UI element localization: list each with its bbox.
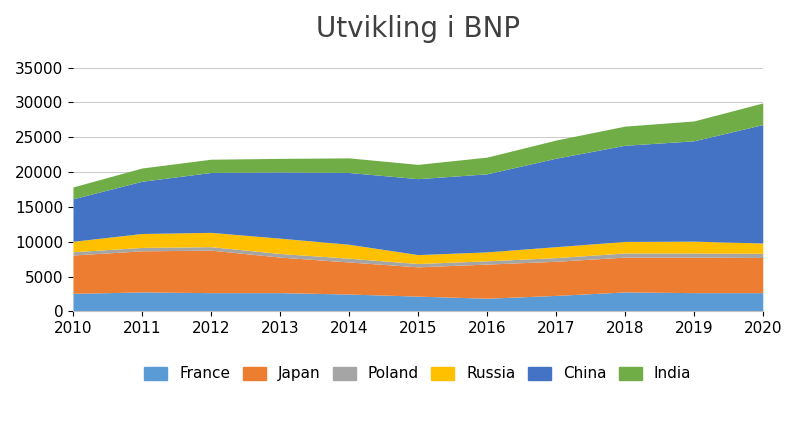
Legend: France, Japan, Poland, Russia, China, India: France, Japan, Poland, Russia, China, In… (138, 361, 697, 388)
Title: Utvikling i BNP: Utvikling i BNP (316, 15, 520, 43)
